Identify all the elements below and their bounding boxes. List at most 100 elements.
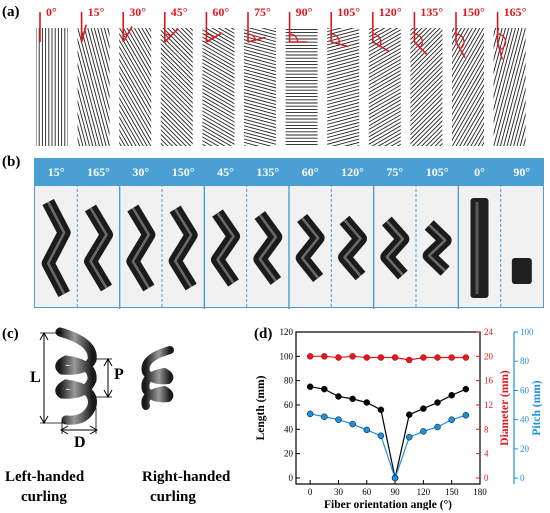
data-point — [306, 383, 314, 390]
curled-sample — [470, 198, 489, 298]
left-handed-helix — [55, 327, 97, 425]
data-point — [349, 420, 356, 428]
sample-label: 90° — [513, 165, 531, 179]
data-point — [363, 426, 371, 434]
panel-a-label: (a) — [2, 4, 20, 20]
data-point — [363, 354, 371, 361]
left-y-tick-label: 40 — [284, 424, 294, 434]
data-point — [448, 354, 455, 361]
fiber-patch-90: 90° — [285, 5, 318, 146]
fiber-patch-135: 135° — [410, 5, 443, 146]
data-point — [349, 353, 356, 360]
panel-d-label: (d) — [254, 326, 273, 342]
angle-arc — [247, 33, 257, 41]
curled-sample — [511, 258, 532, 284]
dim-label-P: P — [114, 366, 124, 383]
data-point — [420, 428, 427, 435]
angle-direction-line — [164, 28, 179, 43]
sample-header-bar — [35, 159, 543, 186]
angle-arc — [497, 33, 507, 51]
diameter-tick-label: 4 — [484, 449, 489, 459]
panel-b-label: (b) — [2, 154, 21, 170]
angle-arc — [206, 33, 214, 39]
angle-direction-line — [372, 41, 389, 52]
x-axis-label: Fiber orientation angle (°) — [324, 499, 452, 510]
sample-label: 120° — [341, 165, 364, 179]
data-point — [462, 385, 470, 393]
angle-direction-line — [455, 41, 466, 58]
pitch-axis-label: Pitch (mm) — [531, 380, 543, 435]
caption-right-handed: Right-handed curling — [142, 467, 230, 507]
fiber-patch-60: 60° — [202, 5, 235, 146]
angle-direction-line — [496, 41, 504, 60]
sample-label: 150° — [171, 165, 195, 179]
angle-label: 30° — [129, 5, 146, 19]
angle-label: 60° — [212, 5, 229, 19]
x-tick-label: 60 — [362, 487, 372, 497]
fiber-patch-0: 0° — [36, 5, 68, 146]
data-point — [420, 405, 427, 412]
data-point — [306, 410, 314, 418]
data-point — [391, 354, 399, 361]
sample-label: 60° — [301, 165, 319, 179]
caption-right-line2: curling — [150, 489, 196, 505]
fiber-patch-30: 30° — [119, 5, 152, 146]
caption-left-handed: Left-handed curling — [5, 467, 84, 507]
angle-arc — [164, 33, 171, 37]
fiber-orientation-patterns: 0° 15° 30° 45° 60° 75° 90° 105° 120° 135° 150° 165° — [36, 5, 527, 146]
sample-label: 135° — [256, 165, 280, 179]
angle-direction-line — [80, 24, 88, 43]
data-point — [434, 354, 441, 361]
angle-arc — [331, 33, 340, 45]
data-point — [434, 423, 441, 431]
left-y-tick-label: 80 — [284, 376, 294, 386]
x-tick-label: 90 — [391, 487, 401, 497]
angle-direction-line — [330, 41, 349, 48]
caption-left-line1: Left-handed — [5, 469, 85, 485]
series-line — [310, 355, 466, 361]
fiber-patch-150: 150° — [452, 5, 485, 146]
diameter-axis-label: Diameter (mm) — [499, 370, 511, 446]
curled-sample — [295, 213, 325, 283]
fiber-patch-15: 15° — [77, 5, 110, 146]
angle-label: 135° — [420, 5, 443, 19]
angle-label: 75° — [254, 5, 271, 19]
sample-label: 30° — [132, 165, 150, 179]
curled-sample — [422, 220, 452, 276]
data-point — [377, 354, 385, 361]
caption-left-line2: curling — [21, 489, 67, 505]
angle-arc — [455, 33, 465, 50]
angle-label: 150° — [462, 5, 485, 19]
diameter-tick-label: 20 — [484, 351, 494, 361]
data-point — [377, 432, 385, 440]
sample-label: 165° — [87, 165, 110, 179]
data-point — [462, 354, 470, 361]
x-tick-label: 150 — [445, 487, 459, 497]
pitch-tick-label: 60 — [520, 385, 530, 395]
sample-label: 45° — [217, 165, 234, 179]
data-point — [462, 412, 470, 419]
panel-c-label: (c) — [2, 326, 19, 342]
pitch-tick-label: 100 — [520, 327, 534, 337]
data-point — [335, 354, 342, 361]
data-point — [405, 411, 413, 418]
sample-label: 105° — [425, 165, 449, 179]
right-handed-helix — [141, 346, 174, 410]
angle-label: 105° — [337, 5, 360, 19]
curled-sample — [168, 205, 198, 291]
diameter-tick-label: 24 — [484, 327, 494, 337]
data-point — [335, 416, 342, 423]
sample-label: 75° — [386, 165, 404, 179]
data-point — [434, 399, 441, 406]
sample-photo-strip: 15° 165° 30° 150° 45° 135° 60° 120° 75° 105° 0° 90° — [34, 158, 544, 309]
left-y-tick-label: 100 — [280, 351, 294, 361]
dim-label-D: D — [74, 434, 86, 451]
data-point — [377, 406, 385, 414]
helix-diagram — [39, 327, 174, 435]
left-y-tick-label: 0 — [289, 473, 294, 483]
series-line — [310, 386, 467, 479]
angle-direction-line — [247, 36, 266, 43]
sample-label: 0° — [474, 165, 485, 179]
x-tick-label: 180 — [473, 487, 487, 497]
